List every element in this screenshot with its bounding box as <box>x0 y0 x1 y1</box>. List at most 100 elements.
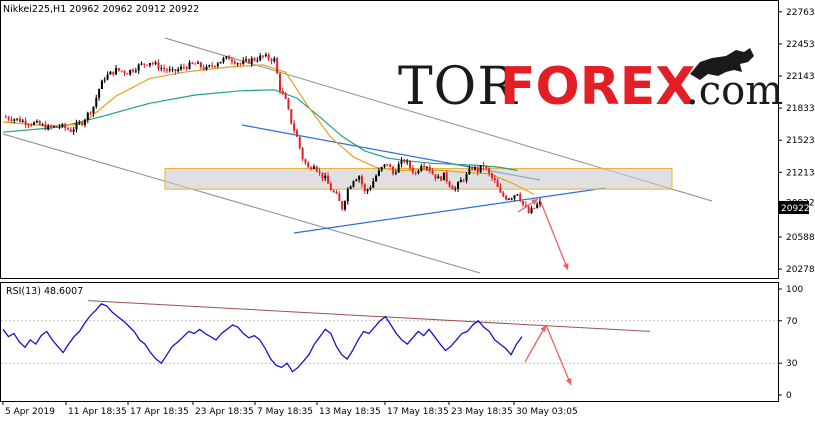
candle-body <box>394 172 397 174</box>
candle-body <box>242 60 245 64</box>
candle-body <box>284 93 287 99</box>
candle-body <box>341 200 344 210</box>
candle-body <box>505 196 508 200</box>
forecast-arrows <box>517 198 569 271</box>
candle-body <box>287 98 290 110</box>
candle-body <box>420 165 423 172</box>
candle-body <box>109 71 112 75</box>
candle-body <box>462 179 465 181</box>
candle-body <box>58 126 61 128</box>
candle-body <box>493 177 496 181</box>
rsi-forecast-down-arrow-head <box>565 378 572 385</box>
candle-body <box>318 171 321 173</box>
rsi-tick-label: 100 <box>786 285 803 295</box>
time-tick-label: 17 May 18:35 <box>387 407 449 417</box>
candle-body <box>414 172 417 174</box>
candle-body <box>106 74 109 80</box>
rsi-tick-label: 70 <box>786 317 798 327</box>
forecast-down-arrow <box>539 199 569 271</box>
candle-body <box>290 109 293 124</box>
candle-body <box>485 166 488 169</box>
logo-forex-text: FOREX <box>500 57 695 117</box>
candle-body <box>431 171 434 175</box>
time-tick-label: 17 Apr 18:35 <box>130 407 189 417</box>
candle-body <box>451 186 454 190</box>
candle-body <box>307 162 310 168</box>
candle-body <box>375 175 378 182</box>
price-tick-label: 22453 <box>786 40 815 50</box>
candle-body <box>163 68 166 70</box>
candle-body <box>457 182 460 189</box>
candle-body <box>21 120 24 122</box>
candle-body <box>304 159 307 163</box>
candle-body <box>459 179 462 183</box>
rsi-header: RSI(13) 48.6007 <box>6 286 83 297</box>
price-candles <box>4 52 541 214</box>
rsi-trendline <box>87 300 651 332</box>
ma-slow-line <box>2 89 518 172</box>
candle-body <box>423 165 426 168</box>
candle-body <box>191 62 194 64</box>
candle-body <box>151 63 154 65</box>
rsi-line <box>2 303 523 373</box>
price-tick-label: 22143 <box>786 72 815 82</box>
candle-body <box>250 58 253 64</box>
price-panel-frame <box>0 0 779 279</box>
time-tick-label: 23 May 18:35 <box>451 407 513 417</box>
candle-body <box>488 168 491 174</box>
candle-body <box>100 80 103 89</box>
candle-body <box>363 184 366 192</box>
rsi-tick-label: 30 <box>786 359 798 369</box>
candle-body <box>411 167 414 173</box>
price-axis: 22763 22453 22143 21833 21523 21213 20922 20588… <box>778 8 815 275</box>
candle-body <box>239 63 242 65</box>
time-tick-label: 11 Apr 18:35 <box>68 407 127 417</box>
candle-body <box>132 69 135 72</box>
candle-body <box>442 172 445 181</box>
candle-body <box>386 164 389 166</box>
candle-body <box>233 61 236 64</box>
candle-body <box>129 69 132 75</box>
candle-body <box>120 70 123 72</box>
candle-body <box>146 64 149 66</box>
candle-body <box>27 124 30 126</box>
candle-body <box>321 172 324 179</box>
candle-body <box>440 176 443 181</box>
candle-body <box>35 120 38 123</box>
rsi-axis: 100 70 30 0 <box>778 285 803 401</box>
price-tick-label: 20588 <box>786 233 815 243</box>
candle-body <box>380 167 383 171</box>
candle-body <box>267 54 270 60</box>
candle-body <box>315 166 318 172</box>
candle-body <box>400 159 403 165</box>
candle-body <box>18 118 21 122</box>
candle-body <box>298 136 301 148</box>
candle-body <box>383 164 386 168</box>
bull-icon <box>690 48 754 80</box>
candle-body <box>174 69 177 72</box>
resistance-zone <box>164 167 673 190</box>
candle-body <box>519 194 522 202</box>
candle-body <box>352 181 355 187</box>
candle-body <box>369 187 372 190</box>
candle-body <box>180 66 183 70</box>
candle-body <box>140 63 143 65</box>
candle-body <box>428 166 431 172</box>
zone-rect <box>164 167 673 190</box>
candle-body <box>211 65 214 67</box>
candle-body <box>262 55 265 57</box>
candle-body <box>197 62 200 64</box>
candle-body <box>115 68 118 75</box>
candle-body <box>168 69 171 71</box>
candle-body <box>417 171 420 174</box>
candle-body <box>143 63 146 65</box>
candle-body <box>160 68 163 70</box>
candle-body <box>61 124 64 127</box>
candle-body <box>527 206 530 213</box>
candle-body <box>437 176 440 179</box>
candle-body <box>389 164 392 168</box>
time-tick-label: 7 May 18:35 <box>257 407 313 417</box>
candle-body <box>499 186 502 193</box>
current-price-box <box>779 201 809 214</box>
